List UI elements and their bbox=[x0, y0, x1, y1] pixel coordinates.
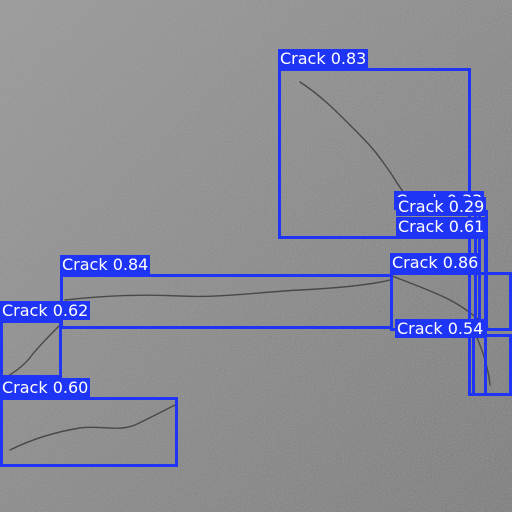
detection-label: Crack 0.62 bbox=[0, 301, 91, 320]
detection-label: Crack 0.54 bbox=[395, 319, 486, 338]
detection-label: Crack 0.83 bbox=[278, 49, 369, 68]
detection-label: Crack 0.29 bbox=[396, 197, 487, 216]
detection-label: Crack 0.60 bbox=[0, 378, 91, 397]
detection-label: Crack 0.61 bbox=[396, 217, 487, 236]
detection-label: Crack 0.84 bbox=[60, 255, 151, 274]
detection-label: Crack 0.86 bbox=[390, 253, 481, 272]
